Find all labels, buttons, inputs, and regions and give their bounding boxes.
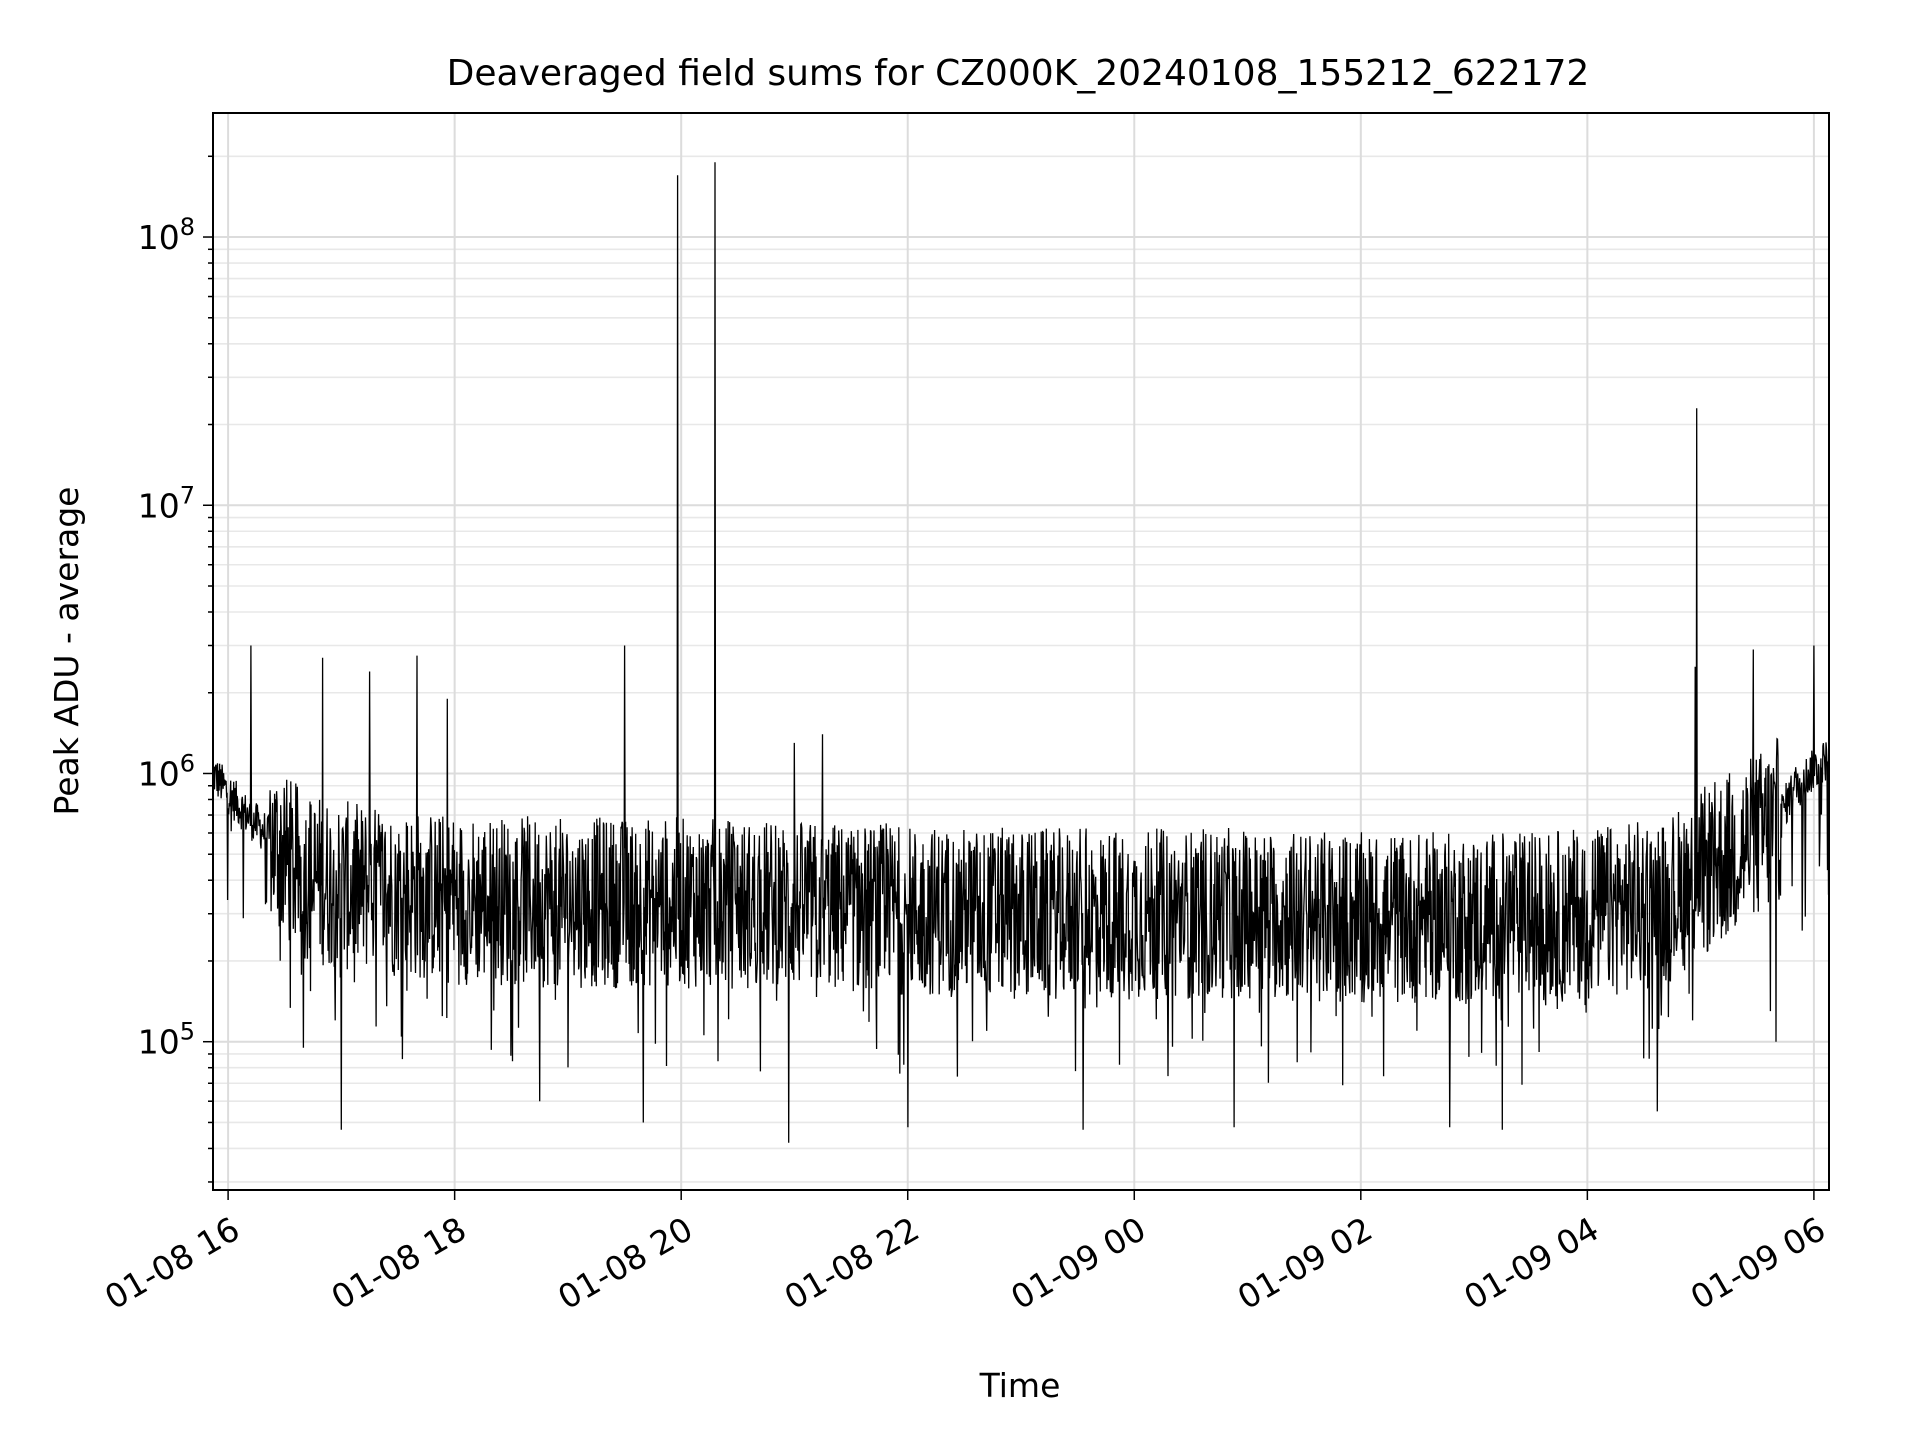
y-axis-label: Peak ADU - average — [47, 487, 86, 816]
y-axis: 105 106 107 108 — [138, 155, 213, 1183]
x-tick-label: 01-08 18 — [325, 1209, 473, 1317]
chart-title: Deaveraged field sums for CZ000K_2024010… — [447, 53, 1590, 94]
plot-frame — [212, 112, 1830, 1191]
x-tick-label: 01-08 22 — [778, 1209, 926, 1317]
x-tick-label: 01-09 02 — [1231, 1209, 1379, 1317]
y-tick-label: 107 — [138, 481, 195, 525]
y-tick-label: 106 — [138, 749, 195, 793]
series-line — [212, 162, 1830, 1143]
data-series — [212, 162, 1830, 1143]
grid-lines — [213, 113, 1829, 1190]
x-tick-label: 01-08 20 — [551, 1209, 699, 1317]
x-tick-label: 01-09 06 — [1684, 1209, 1832, 1317]
x-tick-label: 01-09 04 — [1457, 1209, 1605, 1317]
y-tick-label: 105 — [138, 1018, 195, 1062]
x-axis-label: Time — [979, 1366, 1061, 1405]
y-tick-label: 108 — [138, 213, 195, 257]
x-axis: 01-08 16 01-08 18 01-08 20 01-08 22 01-09 00… — [98, 1190, 1832, 1317]
x-tick-label: 01-09 00 — [1004, 1209, 1152, 1317]
x-tick-label: 01-08 16 — [98, 1209, 246, 1317]
